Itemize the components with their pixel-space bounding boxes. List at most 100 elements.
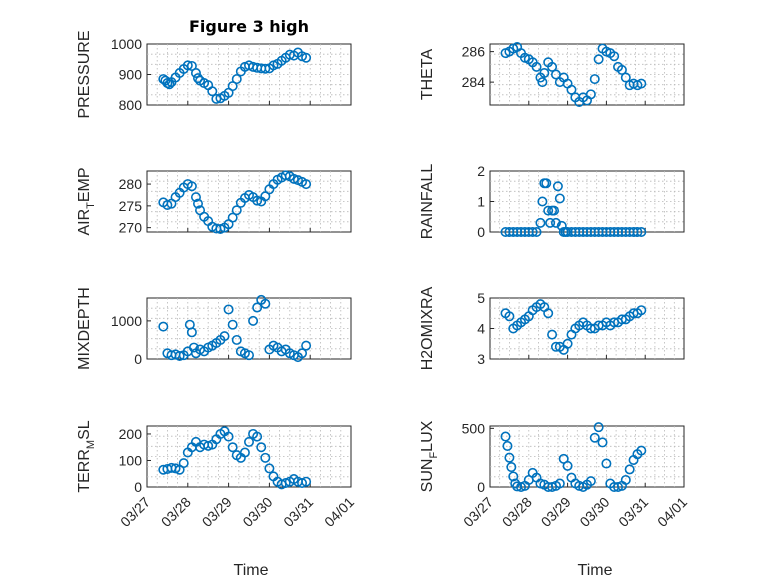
data-point (182, 60, 193, 71)
data-point (190, 67, 201, 78)
data-point (223, 431, 234, 442)
data-point (636, 445, 647, 456)
data-point (624, 464, 635, 475)
data-point (231, 74, 242, 85)
y-tick-label: 5 (477, 290, 485, 306)
y-tick-label: 1 (477, 194, 485, 210)
data-point (585, 476, 596, 487)
data-point (244, 436, 255, 447)
data-point (264, 463, 275, 474)
y-tick-label: 0 (477, 479, 485, 495)
data-point (301, 179, 312, 190)
x-tick-label: 03/28 (158, 494, 194, 530)
y-tick-label: 100 (119, 452, 143, 468)
y-axis-label: MIXDEPTH (76, 287, 93, 370)
y-tick-label: 284 (462, 74, 486, 90)
data-point (188, 342, 199, 353)
panel-h2omixra: 3 4 5 H2OMIXRA (419, 286, 685, 370)
y-tick-label: 500 (462, 420, 486, 436)
data-point (506, 462, 517, 473)
panel-sun_flux: 0 500 03/27 03/28 03/29 03/30 03/31 04/01 SUNFLU… (419, 420, 690, 530)
data-point (585, 89, 596, 100)
data-point (178, 458, 189, 469)
data-point (186, 327, 197, 338)
data-point (248, 315, 259, 326)
y-tick-label: 2 (477, 163, 485, 179)
x-tick-label: 03/27 (117, 494, 153, 530)
data-point (207, 86, 218, 97)
y-tick-label: 1000 (111, 36, 142, 52)
data-point (500, 431, 511, 442)
y-axis-label: TERRMSL (76, 420, 97, 492)
x-tick-label: 04/01 (654, 494, 690, 530)
plot-area (146, 297, 352, 360)
panel-air_temp: 270 275 280 AIRTEMP (76, 167, 352, 236)
data-point (609, 51, 620, 62)
y-tick-label: 0 (134, 351, 142, 367)
data-point (252, 431, 263, 442)
y-tick-label: 0 (134, 479, 142, 495)
y-tick-label: 200 (119, 426, 143, 442)
data-point (531, 227, 542, 238)
y-tick-label: 286 (462, 44, 486, 60)
data-point (260, 452, 271, 463)
data-point (190, 192, 201, 203)
data-point (593, 54, 604, 65)
x-tick-label: 04/01 (321, 494, 357, 530)
data-point (508, 471, 519, 482)
y-tick-label: 275 (119, 198, 143, 214)
y-tick-label: 280 (119, 176, 143, 192)
data-point (554, 193, 565, 204)
data-point (537, 196, 548, 207)
data-point (550, 217, 561, 228)
data-point (193, 198, 204, 209)
y-axis-label: THETA (419, 49, 436, 101)
data-point (162, 199, 173, 210)
x-axis-label-right: Time (578, 562, 613, 579)
data-point (531, 61, 542, 72)
data-point (158, 321, 169, 332)
x-tick-label: 03/29 (199, 494, 235, 530)
y-axis-label: AIRTEMP (76, 167, 97, 235)
data-point (589, 74, 600, 85)
x-tick-label: 03/31 (615, 494, 651, 530)
x-tick-label: 03/28 (499, 494, 535, 530)
data-point (227, 212, 238, 223)
y-axis-label: PRESSURE (76, 30, 93, 118)
data-point (547, 61, 558, 72)
data-point (543, 205, 554, 216)
x-axis-label-left: Time (234, 562, 269, 579)
data-point (174, 350, 185, 361)
data-point (632, 227, 643, 238)
data-point (301, 476, 312, 487)
panel-rainfall: 0 1 2 RAINFALL (419, 163, 685, 240)
x-tick-label: 03/30 (576, 494, 612, 530)
data-point (193, 73, 204, 84)
data-point (227, 442, 238, 453)
data-point (231, 205, 242, 216)
data-point (636, 305, 647, 316)
x-tick-label: 03/29 (538, 494, 574, 530)
data-point (562, 460, 573, 471)
data-point (504, 452, 515, 463)
data-point (566, 84, 577, 95)
data-point (541, 178, 552, 189)
data-point (301, 340, 312, 351)
data-point (636, 227, 647, 238)
panel-terr_msl: 0 100 200 03/27 03/28 03/29 03/30 03/31 04/01 TER… (76, 420, 357, 530)
data-point (256, 442, 267, 453)
data-point (527, 227, 538, 238)
y-tick-label: 900 (119, 67, 143, 83)
data-point (219, 331, 230, 342)
y-tick-label: 4 (477, 321, 485, 337)
data-point (227, 319, 238, 330)
data-point (301, 52, 312, 63)
y-tick-label: 800 (119, 97, 143, 113)
data-point (252, 195, 263, 206)
y-tick-label: 1000 (111, 313, 142, 329)
data-point (537, 77, 548, 88)
plot-area (146, 43, 352, 106)
data-point (543, 308, 554, 319)
